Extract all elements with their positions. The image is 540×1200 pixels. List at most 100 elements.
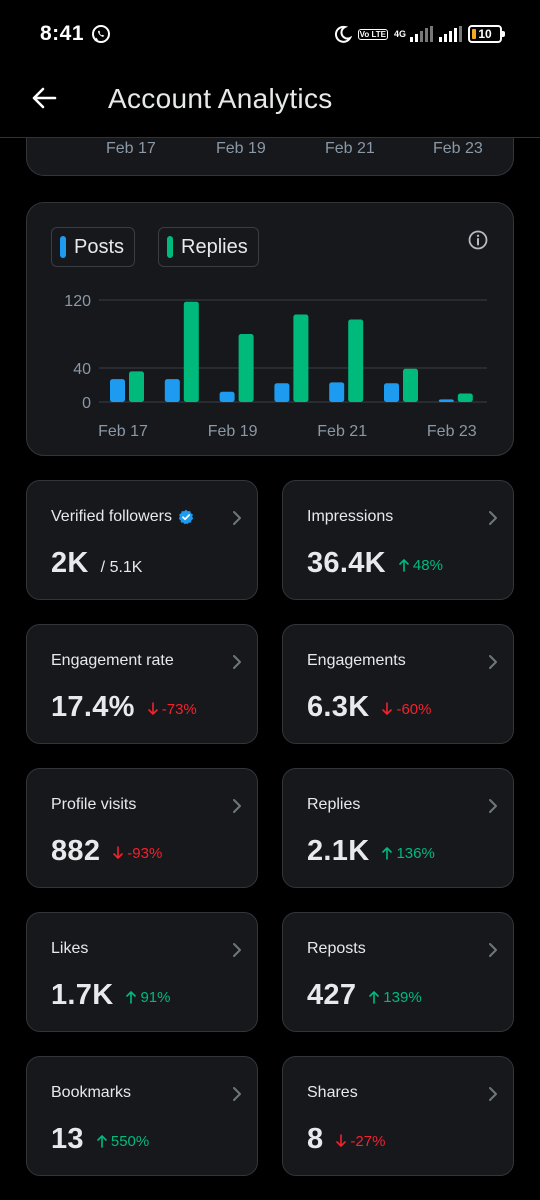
y-tick-label: 0 xyxy=(82,395,91,412)
stat-label-row: Reposts xyxy=(307,940,366,958)
stat-value: 36.4K xyxy=(307,547,386,579)
stat-label: Likes xyxy=(51,940,89,957)
x-tick-label: Feb 17 xyxy=(106,140,156,157)
stat-value: 882 xyxy=(51,835,101,867)
stat-change: -93% xyxy=(112,845,162,862)
bar-replies-feb-19[interactable] xyxy=(238,334,254,402)
moon-icon xyxy=(334,25,352,43)
stat-card-bookmarks[interactable]: Bookmarks 13 550% xyxy=(26,1056,258,1176)
chevron-right-icon xyxy=(489,799,497,813)
stat-label: Impressions xyxy=(307,508,394,525)
stat-change-value: -60% xyxy=(396,700,432,718)
bar-posts-feb-18[interactable] xyxy=(164,379,180,402)
legend-replies[interactable]: Replies xyxy=(158,227,259,267)
stat-label: Profile visits xyxy=(51,796,137,813)
arrow-up-icon xyxy=(399,559,409,572)
stat-label-row: Profile visits xyxy=(51,796,136,814)
battery-level: 10 xyxy=(478,27,492,41)
arrow-up-icon xyxy=(126,991,137,1004)
stat-value: 2.1K xyxy=(307,835,370,867)
back-button[interactable] xyxy=(24,80,64,116)
arrow-up-icon xyxy=(382,847,393,860)
chevron-right-icon xyxy=(233,655,241,669)
bar-replies-feb-18[interactable] xyxy=(183,301,199,402)
stat-card-likes[interactable]: Likes 1.7K 91% xyxy=(26,912,258,1032)
stat-card-engagement-rate[interactable]: Engagement rate 17.4% -73% xyxy=(26,624,258,744)
stat-change: 550% xyxy=(96,1133,149,1150)
x-tick-label: Feb 23 xyxy=(427,423,477,440)
arrow-up-icon xyxy=(369,991,380,1004)
bar-posts-feb-23[interactable] xyxy=(438,399,454,402)
whatsapp-icon xyxy=(92,25,110,43)
stat-label: Engagements xyxy=(307,652,406,669)
stat-label-row: Impressions xyxy=(307,508,393,526)
stat-change: 91% xyxy=(125,989,171,1006)
bar-posts-feb-17[interactable] xyxy=(110,379,125,402)
bar-posts-feb-19[interactable] xyxy=(219,391,235,402)
stat-change-value: 136% xyxy=(396,844,435,862)
stat-change-value: 48% xyxy=(412,556,443,574)
stat-card-engagements[interactable]: Engagements 6.3K -60% xyxy=(282,624,514,744)
legend-posts-label: Posts xyxy=(74,235,125,258)
stat-label-row: Verified followers xyxy=(51,508,194,526)
stat-change: -60% xyxy=(381,700,432,718)
stat-card-reposts[interactable]: Reposts 427 139% xyxy=(282,912,514,1032)
stat-card-profile-visits[interactable]: Profile visits 882 -93% xyxy=(26,768,258,888)
stat-change-value: 139% xyxy=(383,988,422,1006)
stat-change-value: -73% xyxy=(161,700,197,718)
legend-posts[interactable]: Posts xyxy=(51,227,136,267)
chevron-right-icon xyxy=(489,655,497,669)
stat-value-row: 6.3K -60% xyxy=(307,691,432,724)
stat-change: 48% xyxy=(398,557,443,574)
stat-value: 2K xyxy=(51,547,89,579)
status-time: 8:41 xyxy=(40,22,85,45)
x-tick-label: Feb 19 xyxy=(208,423,258,440)
network-type: 4G xyxy=(393,28,406,39)
verified-badge-icon xyxy=(178,509,194,525)
stat-value-row: 427 139% xyxy=(307,979,422,1012)
stat-card-shares[interactable]: Shares 8 -27% xyxy=(282,1056,514,1176)
bar-posts-feb-22[interactable] xyxy=(384,383,399,402)
stat-change: 139% xyxy=(368,988,422,1006)
chevron-right-icon xyxy=(489,511,497,525)
stat-value: 13 xyxy=(51,1123,84,1155)
stat-card-verified-followers[interactable]: Verified followers 2K / 5.1K xyxy=(26,480,258,600)
x-tick-label: Feb 21 xyxy=(325,140,375,157)
bar-replies-feb-21[interactable] xyxy=(348,319,364,403)
stat-value: 17.4% xyxy=(51,691,135,723)
bar-replies-feb-23[interactable] xyxy=(457,393,473,403)
bar-replies-feb-20[interactable] xyxy=(293,314,309,403)
chevron-right-icon xyxy=(489,1087,497,1101)
stat-change: 136% xyxy=(381,844,435,862)
bar-replies-feb-17[interactable] xyxy=(129,371,144,402)
info-icon[interactable] xyxy=(467,229,489,251)
stat-label: Engagement rate xyxy=(51,652,174,669)
stat-change-value: -93% xyxy=(127,844,163,862)
stat-value: 8 xyxy=(307,1123,324,1155)
bar-posts-feb-20[interactable] xyxy=(274,383,290,402)
stat-value-row: 1.7K 91% xyxy=(51,979,171,1012)
bar-posts-feb-21[interactable] xyxy=(329,382,345,402)
bar-replies-feb-22[interactable] xyxy=(403,368,418,402)
chevron-right-icon xyxy=(233,943,241,957)
stat-change: -27% xyxy=(335,1133,385,1150)
stat-label: Bookmarks xyxy=(51,1084,132,1101)
stat-label-row: Engagement rate xyxy=(51,652,174,670)
x-tick-label: Feb 17 xyxy=(98,423,148,440)
stat-label-row: Engagements xyxy=(307,652,406,670)
legend-replies-swatch xyxy=(167,236,173,258)
x-tick-label: Feb 23 xyxy=(433,140,483,157)
status-bar: 8:41 Vo LTE 4G 10 xyxy=(0,0,540,66)
volte-badge: Vo LTE xyxy=(357,28,388,40)
stat-label-row: Replies xyxy=(307,796,360,814)
stat-change-value: 550% xyxy=(110,1132,150,1150)
x-tick-label: Feb 19 xyxy=(216,140,266,157)
stat-card-impressions[interactable]: Impressions 36.4K 48% xyxy=(282,480,514,600)
stat-card-replies[interactable]: Replies 2.1K 136% xyxy=(282,768,514,888)
arrow-down-icon xyxy=(336,1134,347,1147)
stat-value: 427 xyxy=(307,979,357,1011)
stat-change-value: -27% xyxy=(350,1132,386,1150)
app-header: Account Analytics xyxy=(0,66,540,138)
battery-icon: 10 xyxy=(468,25,505,43)
arrow-down-icon xyxy=(382,702,393,715)
